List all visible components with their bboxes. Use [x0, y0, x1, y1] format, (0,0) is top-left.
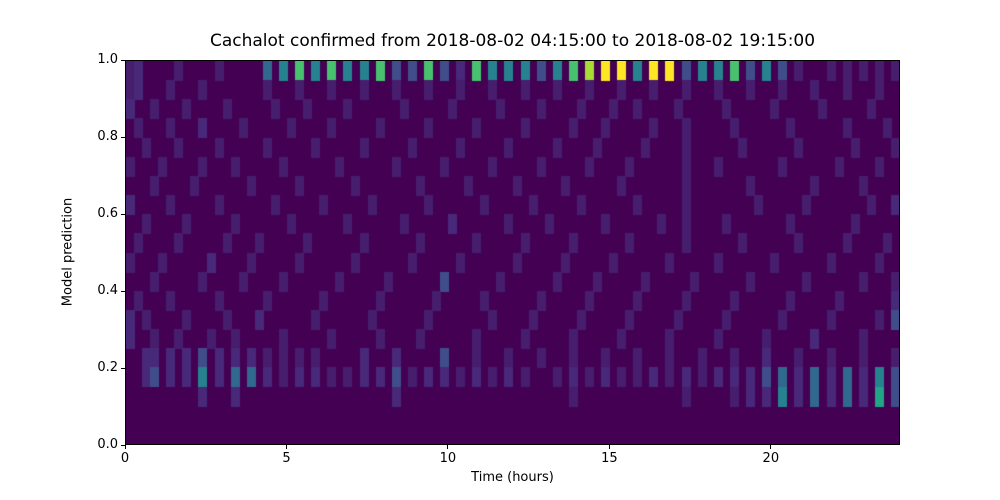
y-tick-label: 0.2	[97, 360, 118, 375]
y-axis-label: Model prediction	[60, 197, 76, 307]
y-tick-mark	[121, 59, 125, 61]
y-tick-mark	[121, 444, 125, 446]
x-tick-label: 15	[601, 451, 618, 466]
y-tick-label: 0.6	[97, 206, 118, 221]
x-tick-label: 5	[282, 451, 291, 466]
x-tick-mark	[285, 445, 287, 449]
chart-title: Cachalot confirmed from 2018-08-02 04:15…	[209, 31, 816, 51]
y-tick-mark	[121, 213, 125, 215]
y-tick-label: 1.0	[97, 52, 118, 67]
plot-area	[125, 60, 900, 445]
heatmap-canvas	[126, 61, 899, 444]
y-tick-label: 0.8	[97, 129, 118, 144]
y-tick-label: 0.0	[97, 437, 118, 452]
x-tick-label: 0	[120, 451, 130, 466]
x-tick-mark	[124, 445, 126, 449]
y-tick-mark	[121, 367, 125, 369]
x-tick-label: 20	[762, 451, 780, 466]
y-tick-mark	[121, 290, 125, 292]
y-tick-mark	[121, 136, 125, 138]
x-axis-label: Time (hours)	[471, 470, 554, 485]
x-tick-label: 10	[439, 451, 457, 466]
x-tick-mark	[770, 445, 772, 449]
y-tick-label: 0.4	[97, 283, 118, 298]
x-tick-mark	[608, 445, 610, 449]
x-tick-mark	[447, 445, 449, 449]
